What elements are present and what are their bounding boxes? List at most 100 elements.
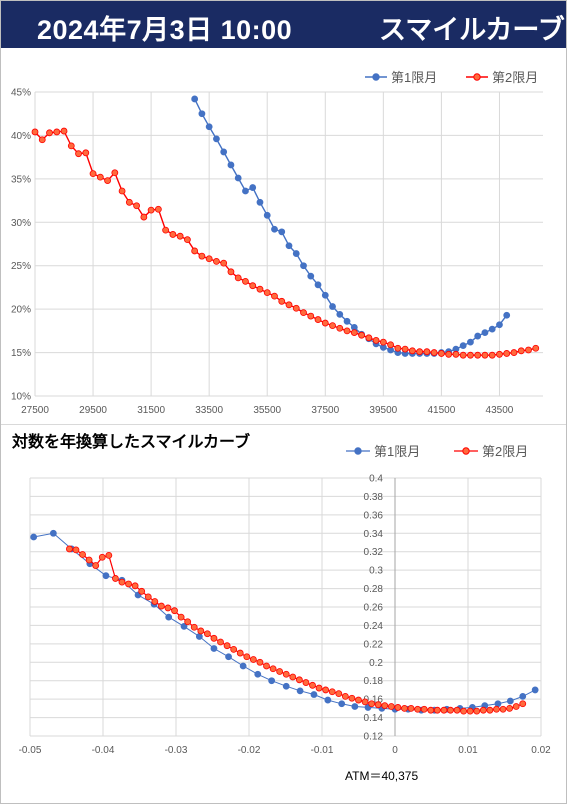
data-point	[180, 622, 188, 630]
data-point	[230, 645, 238, 653]
data-point	[165, 613, 173, 621]
data-point	[269, 665, 277, 673]
data-point	[285, 242, 293, 250]
data-point	[285, 301, 293, 309]
panel-divider	[1, 424, 566, 425]
data-point	[387, 703, 395, 710]
x-tick-label: 33500	[195, 405, 223, 416]
data-point	[31, 128, 39, 136]
data-point	[292, 304, 300, 312]
data-point	[227, 161, 235, 169]
data-point	[198, 110, 206, 118]
data-point	[394, 344, 402, 352]
data-point	[474, 351, 482, 359]
data-point	[46, 129, 53, 137]
data-point	[481, 351, 489, 359]
data-point	[191, 95, 199, 103]
x-tick-label: 43500	[486, 405, 514, 416]
data-point	[271, 225, 278, 233]
y-tick-label: 25%	[11, 261, 31, 272]
data-point	[164, 604, 172, 612]
data-point	[271, 292, 278, 300]
data-point	[243, 653, 251, 661]
data-point	[89, 170, 97, 178]
x-tick-label: 29500	[79, 405, 107, 416]
data-point	[176, 232, 184, 240]
x-tick-label: 41500	[427, 405, 455, 416]
legend-marker	[462, 447, 470, 455]
data-point	[263, 662, 270, 670]
data-point	[486, 706, 494, 714]
data-point	[420, 705, 428, 713]
data-point	[440, 706, 448, 714]
legend-marker	[473, 73, 481, 81]
data-point	[210, 634, 218, 642]
data-point	[300, 262, 307, 270]
data-point	[263, 289, 271, 297]
data-point	[183, 236, 191, 244]
x-tick-label: -0.03	[165, 745, 188, 756]
y-tick-label: 0.36	[364, 510, 384, 521]
y-tick-label: 0.32	[364, 547, 384, 558]
data-point	[112, 575, 119, 582]
y-tick-label: 10%	[11, 392, 31, 403]
data-point	[488, 325, 496, 333]
data-point	[278, 228, 286, 236]
data-point	[256, 658, 264, 666]
legend-marker	[372, 73, 380, 81]
y-tick-label: 0.16	[364, 695, 384, 706]
data-point	[296, 687, 304, 695]
data-point	[195, 633, 203, 640]
data-point	[343, 327, 351, 335]
data-point	[256, 285, 264, 293]
data-point	[154, 205, 162, 213]
data-point	[368, 700, 376, 708]
x-tick-label: 31500	[137, 405, 165, 416]
x-tick-label: -0.02	[238, 745, 261, 756]
data-point	[72, 546, 80, 554]
data-point	[242, 277, 249, 285]
data-point	[210, 645, 218, 652]
header-title: スマイルカーブ	[379, 15, 565, 45]
data-point	[401, 345, 409, 353]
data-point	[203, 630, 211, 638]
y-tick-label: 0.34	[364, 529, 384, 540]
series-line	[34, 130, 536, 356]
data-point	[249, 282, 257, 290]
data-point	[191, 247, 199, 255]
data-point	[310, 691, 318, 698]
y-tick-label: 0.4	[369, 474, 383, 485]
data-point	[517, 347, 525, 355]
data-point	[447, 706, 454, 714]
data-point	[157, 602, 165, 610]
data-point	[125, 580, 132, 588]
legend-label: 第1限月	[374, 444, 420, 459]
data-point	[343, 317, 351, 325]
data-point	[177, 613, 185, 621]
data-point	[217, 638, 224, 646]
data-point	[473, 707, 481, 715]
data-point	[220, 148, 228, 156]
data-point	[329, 322, 336, 330]
y-tick-label: 0.26	[364, 603, 384, 614]
data-point	[350, 329, 358, 336]
y-tick-label: 20%	[11, 305, 31, 316]
data-point	[372, 337, 380, 344]
data-point	[321, 319, 329, 327]
y-tick-label: 45%	[11, 88, 31, 99]
data-point	[365, 334, 373, 342]
data-point	[49, 529, 57, 537]
data-point	[437, 350, 445, 357]
data-point	[433, 706, 441, 714]
data-point	[239, 662, 247, 670]
data-point	[82, 149, 90, 157]
data-point	[282, 670, 290, 678]
data-point	[249, 184, 257, 191]
data-point	[394, 704, 402, 711]
data-point	[496, 350, 503, 358]
data-point	[67, 142, 75, 150]
legend-marker	[354, 447, 362, 455]
header-date-time: 2024年7月3日 10:00	[37, 15, 293, 45]
data-point	[118, 578, 126, 586]
